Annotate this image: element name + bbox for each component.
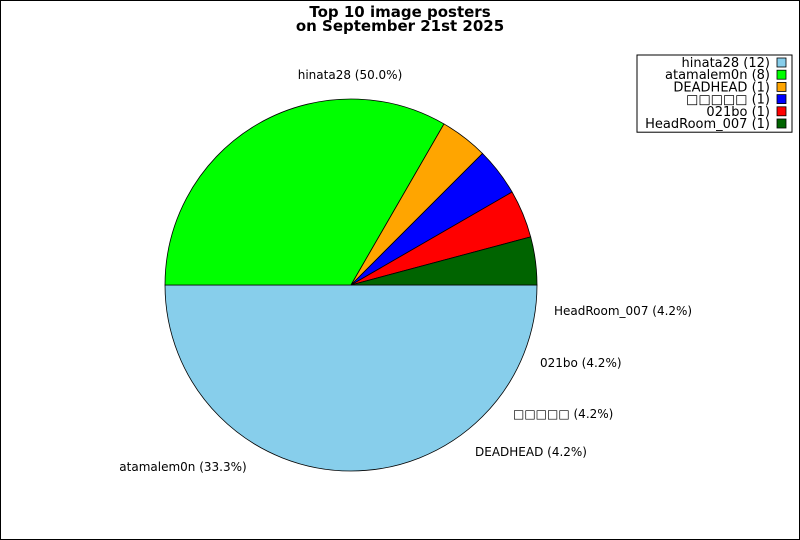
- slice-label-0: hinata28 (50.0%): [298, 68, 403, 82]
- legend-label-3: □□□□□ (1): [686, 93, 770, 108]
- legend-label-0: hinata28 (12): [682, 56, 770, 71]
- slice-label-3: □□□□□ (4.2%): [513, 407, 613, 421]
- legend-box: [636, 54, 793, 133]
- pie-slice-1: [164, 98, 445, 286]
- legend-swatch-2: [776, 82, 787, 92]
- legend: hinata28 (12)atamalem0n (8)DEADHEAD (1)□…: [636, 54, 793, 133]
- legend-label-2: DEADHEAD (1): [673, 80, 770, 95]
- legend-label-1: atamalem0n (8): [665, 68, 770, 83]
- slice-label-1: atamalem0n (33.3%): [119, 460, 246, 474]
- pie-slice-5: [350, 236, 538, 286]
- legend-label-4: 021bo (1): [706, 105, 770, 120]
- pie-slices: [164, 98, 538, 472]
- chart-title-line2: on September 21st 2025: [296, 17, 504, 35]
- legend-swatch-4: [776, 106, 787, 117]
- legend-swatch-3: [776, 94, 787, 104]
- legend-label-5: HeadRoom_007 (1): [645, 117, 770, 132]
- slice-label-4: 021bo (4.2%): [540, 356, 622, 370]
- pie-slice-0: [164, 284, 538, 472]
- chart-title-line1: Top 10 image posters: [309, 3, 490, 21]
- legend-swatch-1: [776, 69, 787, 80]
- legend-swatch-5: [776, 118, 787, 129]
- slice-label-5: HeadRoom_007 (4.2%): [554, 304, 692, 318]
- slice-label-2: DEADHEAD (4.2%): [475, 445, 587, 459]
- pie-labels: hinata28 (50.0%) atamalem0n (33.3%) DEADHE…: [119, 68, 692, 474]
- legend-swatch-0: [776, 57, 787, 68]
